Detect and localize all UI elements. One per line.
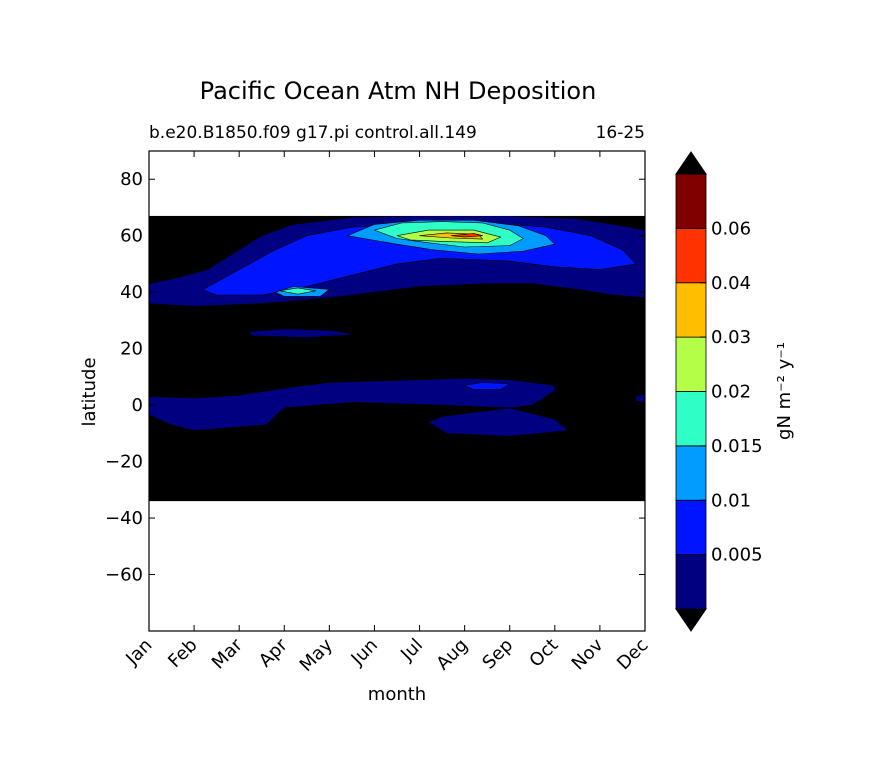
colorbar-tick-label: 0.005 bbox=[711, 545, 763, 566]
colorbar-tick-label: 0.04 bbox=[711, 273, 751, 294]
x-tick-label: Jun bbox=[347, 635, 382, 670]
chart-subtitle-left: b.e20.B1850.f09 g17.pi control.all.149 bbox=[149, 123, 477, 143]
x-tick-label: Feb bbox=[164, 635, 201, 672]
y-axis: −60 −40 −20 0 20 40 60 80 bbox=[105, 169, 645, 586]
x-tick-label: Sep bbox=[478, 635, 517, 674]
x-tick-label: Nov bbox=[568, 634, 608, 674]
colorbar-extend-min bbox=[675, 608, 707, 632]
x-tick-label: Oct bbox=[525, 635, 562, 672]
x-tick-label: May bbox=[296, 634, 337, 675]
y-axis-label: latitude bbox=[79, 357, 100, 426]
colorbar-label: gN m⁻² y⁻¹ bbox=[774, 342, 795, 440]
colorbar-segment bbox=[675, 282, 707, 338]
chart-subtitle-right: 16-25 bbox=[596, 123, 645, 143]
colorbar-segment bbox=[675, 173, 707, 229]
y-tick-label: 20 bbox=[120, 339, 143, 360]
colorbar-extend-max bbox=[675, 151, 707, 175]
contour-region-6 bbox=[464, 382, 510, 390]
colorbar-segment bbox=[675, 336, 707, 392]
x-axis-label: month bbox=[368, 684, 426, 705]
contour-region-13 bbox=[450, 233, 483, 238]
y-tick-label: −40 bbox=[105, 508, 143, 529]
colorbar: 0.005 0.01 0.015 0.02 0.03 0.04 0.06 bbox=[675, 151, 763, 632]
contour-region-9 bbox=[279, 287, 317, 295]
colorbar-tick-label: 0.06 bbox=[711, 218, 751, 239]
plot-frame bbox=[148, 150, 646, 632]
x-tick-label: Apr bbox=[255, 634, 292, 671]
plot-area bbox=[148, 150, 646, 632]
y-tick-label: 80 bbox=[120, 169, 143, 190]
y-tick-label: 60 bbox=[120, 226, 143, 247]
x-tick-label: Jan bbox=[121, 635, 156, 670]
y-tick-label: −60 bbox=[105, 565, 143, 586]
x-tick-label: Aug bbox=[432, 635, 472, 675]
colorbar-segment bbox=[675, 445, 707, 501]
colorbar-segment bbox=[675, 227, 707, 284]
colorbar-segment bbox=[675, 554, 707, 610]
x-tick-label: Mar bbox=[208, 634, 247, 673]
y-tick-label: 40 bbox=[120, 282, 143, 303]
colorbar-tick-label: 0.02 bbox=[711, 382, 751, 403]
contour-region-2 bbox=[247, 328, 357, 338]
colorbar-tick-label: 0.03 bbox=[711, 327, 751, 348]
colorbar-segment bbox=[675, 499, 707, 556]
y-tick-label: 0 bbox=[132, 395, 143, 416]
contour-region-4 bbox=[635, 393, 645, 403]
colorbar-tick-label: 0.01 bbox=[711, 490, 751, 511]
contour-region-3 bbox=[149, 378, 569, 437]
chart-title: Pacific Ocean Atm NH Deposition bbox=[200, 77, 597, 105]
colorbar-segment bbox=[675, 391, 707, 447]
x-tick-label: Jul bbox=[396, 635, 427, 666]
x-tick-label: Dec bbox=[613, 635, 652, 674]
colorbar-tick-label: 0.015 bbox=[711, 436, 763, 457]
y-tick-label: −20 bbox=[105, 452, 143, 473]
